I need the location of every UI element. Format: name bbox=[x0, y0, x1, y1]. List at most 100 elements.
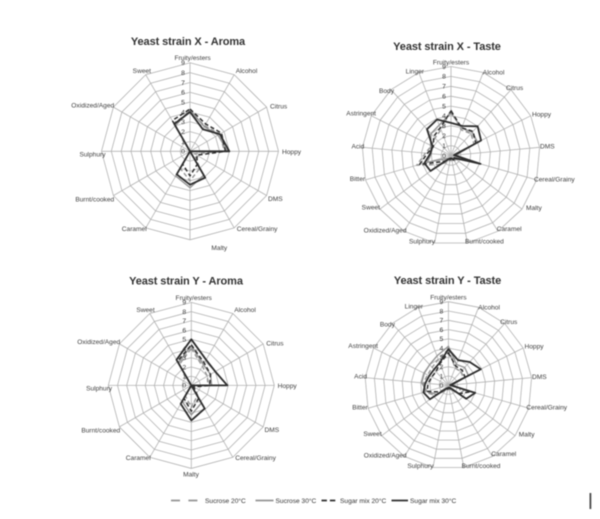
svg-text:0: 0 bbox=[181, 149, 185, 156]
svg-text:Cereal/Grainy: Cereal/Grainy bbox=[526, 405, 567, 412]
svg-text:Alcohol: Alcohol bbox=[234, 307, 256, 314]
svg-text:Yeast strain Y - Aroma: Yeast strain Y - Aroma bbox=[129, 276, 244, 288]
svg-text:Bitter: Bitter bbox=[352, 404, 368, 411]
svg-text:Hoppy: Hoppy bbox=[278, 383, 298, 390]
svg-text:Alcohol: Alcohol bbox=[478, 304, 500, 311]
svg-text:9: 9 bbox=[440, 299, 444, 306]
svg-text:Cereal/Grainy: Cereal/Grainy bbox=[534, 176, 575, 183]
svg-text:Burnt/cooked: Burnt/cooked bbox=[81, 427, 120, 434]
svg-text:2: 2 bbox=[440, 364, 444, 371]
svg-text:1: 1 bbox=[181, 139, 185, 146]
svg-text:Sweet: Sweet bbox=[133, 68, 151, 75]
svg-text:Hoppy: Hoppy bbox=[282, 149, 302, 156]
svg-text:Sweet: Sweet bbox=[363, 431, 381, 438]
svg-text:Sucrose 30°C: Sucrose 30°C bbox=[276, 497, 317, 505]
svg-text:Oxidized/Aged: Oxidized/Aged bbox=[364, 452, 407, 459]
svg-text:Linger: Linger bbox=[405, 303, 424, 310]
svg-text:Yeast strain X - Aroma: Yeast strain X - Aroma bbox=[131, 36, 246, 48]
svg-text:1: 1 bbox=[440, 373, 444, 380]
svg-text:9: 9 bbox=[442, 64, 446, 71]
svg-text:Sucrose 20°C: Sucrose 20°C bbox=[205, 497, 246, 505]
svg-text:Malty: Malty bbox=[183, 471, 199, 478]
svg-text:3: 3 bbox=[440, 355, 444, 362]
svg-text:Cereal/Grainy: Cereal/Grainy bbox=[235, 455, 276, 462]
svg-text:Body: Body bbox=[380, 321, 396, 328]
svg-text:8: 8 bbox=[442, 74, 446, 81]
svg-text:6: 6 bbox=[181, 90, 185, 97]
svg-text:8: 8 bbox=[181, 70, 185, 77]
svg-text:Citrus: Citrus bbox=[266, 340, 284, 347]
svg-text:Oxidized/Aged: Oxidized/Aged bbox=[71, 102, 114, 109]
svg-text:3: 3 bbox=[442, 123, 446, 130]
svg-text:Sulphury: Sulphury bbox=[409, 239, 436, 246]
svg-text:Astringent: Astringent bbox=[346, 111, 376, 118]
svg-text:Burnt/cooked: Burnt/cooked bbox=[462, 463, 501, 470]
svg-text:Sugar mix 20°C: Sugar mix 20°C bbox=[340, 497, 386, 505]
svg-text:3: 3 bbox=[182, 355, 186, 362]
svg-text:Yeast strain Y - Taste: Yeast strain Y - Taste bbox=[394, 275, 501, 287]
svg-text:Caramel: Caramel bbox=[491, 451, 516, 458]
svg-text:Malty: Malty bbox=[211, 245, 227, 252]
svg-text:Burnt/cooked: Burnt/cooked bbox=[465, 239, 504, 246]
svg-text:Citrus: Citrus bbox=[500, 319, 518, 326]
svg-text:Acid: Acid bbox=[354, 374, 367, 381]
svg-text:Citrus: Citrus bbox=[270, 104, 288, 111]
svg-text:Malty: Malty bbox=[526, 205, 542, 212]
svg-text:Cereal/Grainy: Cereal/Grainy bbox=[237, 226, 278, 233]
svg-text:5: 5 bbox=[181, 99, 185, 106]
svg-text:Caramel: Caramel bbox=[497, 226, 522, 233]
svg-text:DMS: DMS bbox=[532, 374, 547, 381]
svg-text:2: 2 bbox=[182, 364, 186, 371]
svg-text:Sulphury: Sulphury bbox=[79, 152, 106, 159]
svg-text:Alcohol: Alcohol bbox=[483, 70, 505, 77]
svg-text:8: 8 bbox=[182, 309, 186, 316]
svg-text:5: 5 bbox=[442, 103, 446, 110]
svg-text:Caramel: Caramel bbox=[122, 226, 147, 233]
svg-text:0: 0 bbox=[440, 383, 444, 390]
svg-text:3: 3 bbox=[181, 119, 185, 126]
svg-text:Sugar mix 30°C: Sugar mix 30°C bbox=[410, 497, 456, 505]
svg-text:Body: Body bbox=[379, 88, 395, 95]
svg-text:5: 5 bbox=[440, 336, 444, 343]
svg-text:DMS: DMS bbox=[265, 427, 280, 434]
svg-text:7: 7 bbox=[440, 318, 444, 325]
svg-text:Fruity/esters: Fruity/esters bbox=[430, 295, 467, 302]
svg-text:4: 4 bbox=[442, 113, 446, 120]
svg-text:6: 6 bbox=[182, 327, 186, 334]
svg-text:4: 4 bbox=[181, 109, 185, 116]
svg-text:1: 1 bbox=[442, 143, 446, 150]
svg-text:6: 6 bbox=[442, 93, 446, 100]
svg-text:Citrus: Citrus bbox=[506, 85, 524, 92]
svg-text:0: 0 bbox=[442, 153, 446, 160]
svg-text:Hoppy: Hoppy bbox=[525, 344, 545, 351]
svg-text:8: 8 bbox=[440, 308, 444, 315]
svg-text:Fruity/esters: Fruity/esters bbox=[174, 55, 211, 62]
svg-text:Oxidized/Aged: Oxidized/Aged bbox=[364, 227, 407, 234]
svg-text:4: 4 bbox=[440, 345, 444, 352]
svg-text:4: 4 bbox=[182, 346, 186, 353]
svg-text:0: 0 bbox=[182, 383, 186, 390]
svg-text:Acid: Acid bbox=[351, 144, 364, 151]
svg-text:Oxidized/Aged: Oxidized/Aged bbox=[77, 339, 120, 346]
svg-text:Alcohol: Alcohol bbox=[236, 68, 258, 75]
svg-text:5: 5 bbox=[182, 337, 186, 344]
svg-text:Fruity/esters: Fruity/esters bbox=[176, 295, 213, 302]
svg-text:Bitter: Bitter bbox=[350, 176, 366, 183]
svg-text:7: 7 bbox=[442, 84, 446, 91]
svg-text:Caramel: Caramel bbox=[126, 455, 151, 462]
svg-text:7: 7 bbox=[181, 80, 185, 87]
svg-text:9: 9 bbox=[182, 300, 186, 307]
svg-text:Malty: Malty bbox=[519, 432, 535, 439]
svg-text:Sulphury: Sulphury bbox=[407, 463, 434, 470]
svg-text:Sweet: Sweet bbox=[362, 204, 380, 211]
svg-text:DMS: DMS bbox=[540, 144, 555, 151]
svg-text:6: 6 bbox=[440, 327, 444, 334]
svg-text:9: 9 bbox=[181, 60, 185, 67]
svg-text:2: 2 bbox=[181, 129, 185, 136]
svg-text:1: 1 bbox=[182, 373, 186, 380]
svg-text:DMS: DMS bbox=[268, 196, 283, 203]
svg-text:Fruity/esters: Fruity/esters bbox=[433, 59, 470, 66]
svg-text:Sweet: Sweet bbox=[136, 307, 154, 314]
svg-text:Hoppy: Hoppy bbox=[532, 112, 552, 119]
svg-text:2: 2 bbox=[442, 133, 446, 140]
